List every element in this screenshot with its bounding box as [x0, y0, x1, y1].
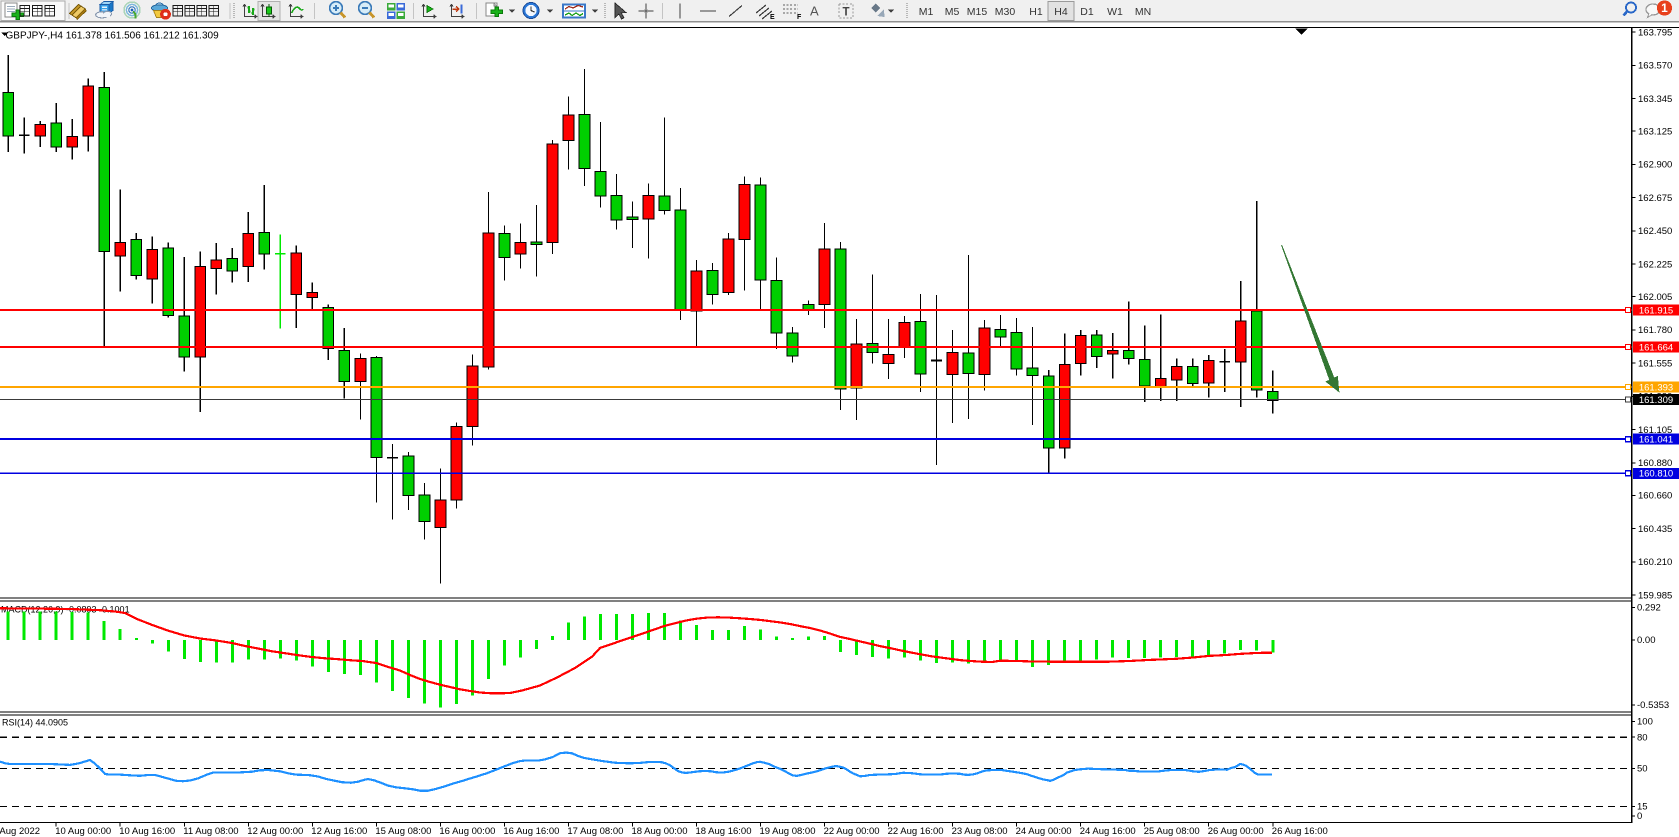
svg-text:19 Aug 08:00: 19 Aug 08:00 — [760, 826, 816, 837]
svg-text:15 Aug 08:00: 15 Aug 08:00 — [375, 826, 431, 837]
svg-text:10 Aug 16:00: 10 Aug 16:00 — [119, 826, 175, 837]
svg-text:160.880: 160.880 — [1638, 458, 1672, 469]
svg-text:50: 50 — [1637, 764, 1648, 775]
svg-text:11 Aug 08:00: 11 Aug 08:00 — [183, 826, 238, 837]
svg-text:-0.5353: -0.5353 — [1637, 700, 1669, 711]
svg-text:0.00: 0.00 — [1637, 635, 1656, 646]
svg-text:12 Aug 16:00: 12 Aug 16:00 — [311, 826, 367, 837]
svg-text:24 Aug 00:00: 24 Aug 00:00 — [1016, 826, 1072, 837]
svg-text:18 Aug 16:00: 18 Aug 16:00 — [696, 826, 752, 837]
svg-text:22 Aug 00:00: 22 Aug 00:00 — [824, 826, 880, 837]
svg-text:159.985: 159.985 — [1638, 590, 1672, 601]
svg-text:16 Aug 16:00: 16 Aug 16:00 — [503, 826, 559, 837]
svg-text:162.005: 162.005 — [1638, 292, 1672, 303]
svg-text:M1: M1 — [919, 6, 934, 18]
svg-text:23 Aug 08:00: 23 Aug 08:00 — [952, 826, 1008, 837]
svg-text:161.105: 161.105 — [1638, 425, 1672, 436]
svg-text:26 Aug 16:00: 26 Aug 16:00 — [1272, 826, 1328, 837]
svg-text:80: 80 — [1637, 732, 1648, 743]
svg-text:W1: W1 — [1107, 6, 1123, 18]
svg-text:161.664: 161.664 — [1639, 343, 1673, 354]
svg-text:H4: H4 — [1054, 6, 1068, 18]
svg-text:M30: M30 — [995, 6, 1016, 18]
svg-text:160.435: 160.435 — [1638, 524, 1672, 535]
svg-text:M5: M5 — [945, 6, 960, 18]
svg-text:1: 1 — [1661, 1, 1668, 15]
svg-text:17 Aug 08:00: 17 Aug 08:00 — [567, 826, 623, 837]
svg-text:M15: M15 — [967, 6, 988, 18]
svg-text:160.210: 160.210 — [1638, 557, 1672, 568]
svg-text:F: F — [797, 14, 802, 21]
svg-text:18 Aug 00:00: 18 Aug 00:00 — [632, 826, 688, 837]
svg-text:0.292: 0.292 — [1637, 603, 1661, 614]
svg-text:H1: H1 — [1029, 6, 1043, 18]
svg-text:163.795: 163.795 — [1638, 27, 1672, 38]
svg-text:161.555: 161.555 — [1638, 358, 1672, 369]
svg-text:161.393: 161.393 — [1639, 383, 1673, 394]
svg-text:15: 15 — [1637, 802, 1648, 813]
svg-text:100: 100 — [1637, 717, 1653, 728]
svg-text:MN: MN — [1135, 6, 1151, 18]
svg-text:161.780: 161.780 — [1638, 325, 1672, 336]
svg-text:161.041: 161.041 — [1639, 435, 1673, 446]
svg-text:162.450: 162.450 — [1638, 226, 1672, 237]
svg-text:16 Aug 00:00: 16 Aug 00:00 — [439, 826, 495, 837]
svg-text:160.810: 160.810 — [1639, 469, 1673, 480]
svg-text:0: 0 — [1637, 811, 1642, 822]
svg-text:162.675: 162.675 — [1638, 193, 1672, 204]
svg-text:163.125: 163.125 — [1638, 126, 1672, 137]
svg-text:162.225: 162.225 — [1638, 259, 1672, 270]
svg-text:22 Aug 16:00: 22 Aug 16:00 — [888, 826, 944, 837]
svg-text:163.345: 163.345 — [1638, 94, 1672, 105]
svg-text:GBPJPY-,H4 161.378 161.506 16: GBPJPY-,H4 161.378 161.506 161.212 161.3… — [6, 31, 220, 42]
svg-text:T: T — [843, 7, 850, 19]
svg-text:163.570: 163.570 — [1638, 61, 1672, 72]
svg-text:24 Aug 16:00: 24 Aug 16:00 — [1080, 826, 1136, 837]
svg-text:E: E — [770, 14, 775, 21]
svg-text:A: A — [810, 4, 819, 19]
svg-text:D1: D1 — [1080, 6, 1094, 18]
svg-text:25 Aug 08:00: 25 Aug 08:00 — [1144, 826, 1200, 837]
svg-text:RSI(14) 44.0905: RSI(14) 44.0905 — [2, 718, 68, 728]
svg-text:160.660: 160.660 — [1638, 491, 1672, 502]
svg-text:161.309: 161.309 — [1639, 395, 1673, 406]
svg-text:9 Aug 2022: 9 Aug 2022 — [0, 826, 40, 837]
svg-text:12 Aug 00:00: 12 Aug 00:00 — [247, 826, 303, 837]
svg-text:10 Aug 00:00: 10 Aug 00:00 — [55, 826, 111, 837]
svg-text:161.915: 161.915 — [1639, 305, 1673, 316]
svg-text:26 Aug 00:00: 26 Aug 00:00 — [1208, 826, 1264, 837]
svg-text:162.900: 162.900 — [1638, 160, 1672, 171]
